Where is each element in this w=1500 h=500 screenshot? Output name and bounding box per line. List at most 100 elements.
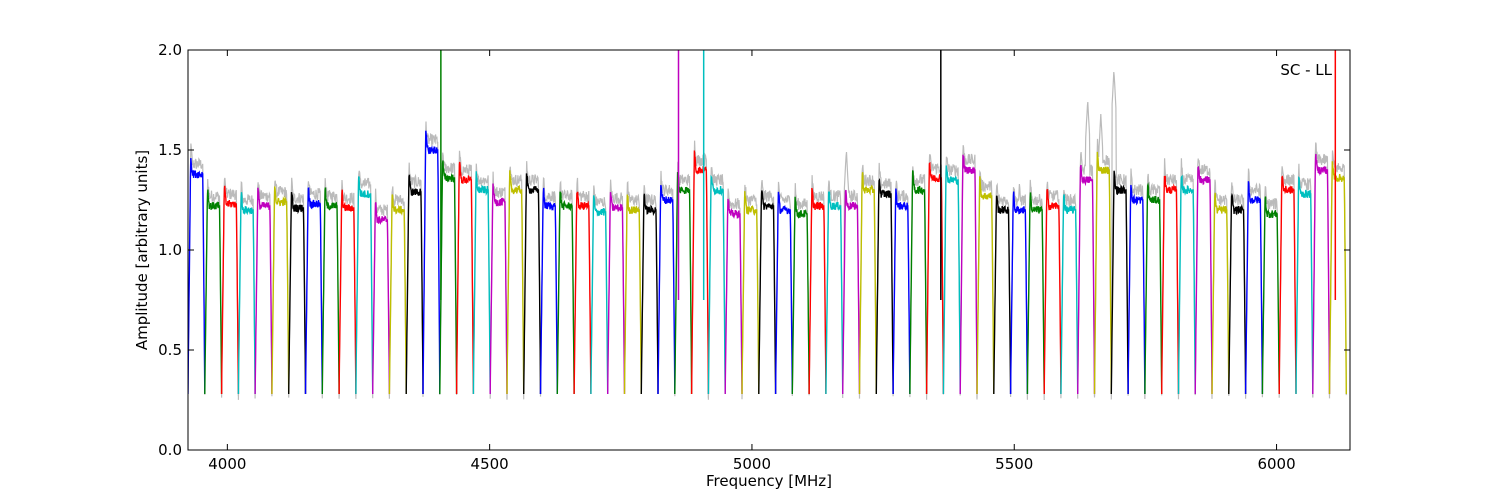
band-trace <box>204 189 223 395</box>
band-trace <box>1312 153 1331 395</box>
x-tick-label: 6000 <box>1257 455 1295 473</box>
raw-band-trace <box>439 152 458 395</box>
raw-band-trace <box>758 180 777 394</box>
raw-band-trace <box>976 169 995 398</box>
raw-band-trace <box>1278 166 1297 398</box>
band-trace <box>825 191 844 395</box>
raw-band-trace <box>858 164 877 393</box>
raw-band-trace <box>842 151 861 399</box>
band-trace <box>472 171 491 395</box>
raw-band-trace <box>573 177 592 393</box>
y-tick-label: 1.0 <box>158 241 182 259</box>
band-trace <box>690 150 710 395</box>
band-trace <box>1144 182 1163 395</box>
band-trace <box>372 202 391 395</box>
raw-band-trace <box>1144 173 1163 399</box>
band-trace <box>254 187 273 395</box>
band-trace <box>556 191 575 395</box>
band-trace <box>523 173 542 395</box>
band-trace <box>875 177 894 395</box>
band-trace <box>405 174 424 395</box>
raw-band-trace <box>875 162 894 397</box>
band-trace <box>1295 176 1314 395</box>
band-trace <box>707 174 726 395</box>
x-tick-label: 4000 <box>208 455 246 473</box>
raw-band-trace <box>1026 179 1045 401</box>
series-layer <box>188 50 1348 401</box>
y-tick-label: 2.0 <box>158 41 182 59</box>
band-trace <box>858 172 877 395</box>
raw-band-trace <box>1161 158 1180 400</box>
raw-band-trace <box>959 145 978 400</box>
raw-band-trace <box>188 143 206 395</box>
raw-band-trace <box>691 140 710 400</box>
band-trace <box>1060 194 1079 395</box>
raw-band-trace <box>556 180 575 394</box>
raw-band-trace <box>388 186 407 396</box>
raw-band-trace <box>707 166 726 398</box>
band-trace <box>1228 192 1247 395</box>
band-trace <box>976 176 995 395</box>
raw-band-trace <box>1194 158 1213 399</box>
band-trace <box>1328 161 1348 395</box>
band-trace <box>623 194 642 395</box>
band-trace <box>539 187 558 395</box>
band-trace <box>1177 174 1196 395</box>
band-trace <box>1211 192 1230 395</box>
raw-band-trace <box>372 188 390 399</box>
band-trace <box>590 195 609 395</box>
raw-band-trace <box>942 156 961 394</box>
band-trace <box>892 188 911 395</box>
raw-band-trace <box>1328 150 1347 396</box>
raw-band-trace <box>1110 71 1129 400</box>
band-trace <box>304 187 323 395</box>
x-tick-label: 4500 <box>471 455 509 473</box>
raw-band-trace <box>1093 113 1112 398</box>
band-trace <box>909 170 928 395</box>
raw-band-trace <box>456 150 474 392</box>
band-trace <box>1244 181 1264 395</box>
raw-band-trace <box>1077 101 1096 397</box>
raw-band-trace <box>1127 168 1146 400</box>
band-trace <box>338 189 357 395</box>
band-trace <box>1009 191 1029 395</box>
raw-band-trace <box>825 180 844 399</box>
raw-band-trace <box>640 185 659 394</box>
band-trace <box>942 165 961 395</box>
band-trace <box>657 184 676 395</box>
band-trace <box>506 170 525 395</box>
band-trace <box>1043 189 1062 395</box>
raw-band-trace <box>1261 186 1280 398</box>
raw-band-trace <box>204 178 223 390</box>
band-trace <box>220 185 240 395</box>
band-trace <box>388 194 407 395</box>
y-axis-ticks: 0.0 0.5 1.0 1.5 2.0 <box>158 41 1350 459</box>
raw-band-trace <box>892 180 911 398</box>
band-trace <box>1261 196 1280 395</box>
raw-band-trace <box>741 184 760 400</box>
y-tick-label: 0.5 <box>158 341 182 359</box>
x-axis-ticks: 4000 4500 5000 5500 6000 <box>208 50 1296 473</box>
band-trace <box>455 161 475 395</box>
band-trace <box>1110 170 1129 395</box>
raw-band-trace <box>1043 181 1062 395</box>
raw-band-trace <box>271 180 290 397</box>
raw-band-trace <box>489 171 508 400</box>
band-trace <box>573 191 592 395</box>
raw-band-trace <box>288 177 307 398</box>
band-trace <box>808 187 827 395</box>
band-trace <box>1278 175 1297 395</box>
y-tick-label: 0.0 <box>158 441 182 459</box>
chart-annotation: SC - LL <box>1280 61 1332 79</box>
band-trace <box>422 130 441 395</box>
raw-band-trace <box>607 179 626 391</box>
y-axis-label: Amplitude [arbitrary units] <box>133 150 151 350</box>
band-trace <box>355 176 374 395</box>
raw-band-trace <box>221 177 239 398</box>
band-trace <box>758 190 777 395</box>
raw-band-trace <box>523 161 542 393</box>
plot-frame <box>187 49 1351 451</box>
band-trace <box>993 195 1012 395</box>
raw-band-trace <box>1295 163 1314 397</box>
